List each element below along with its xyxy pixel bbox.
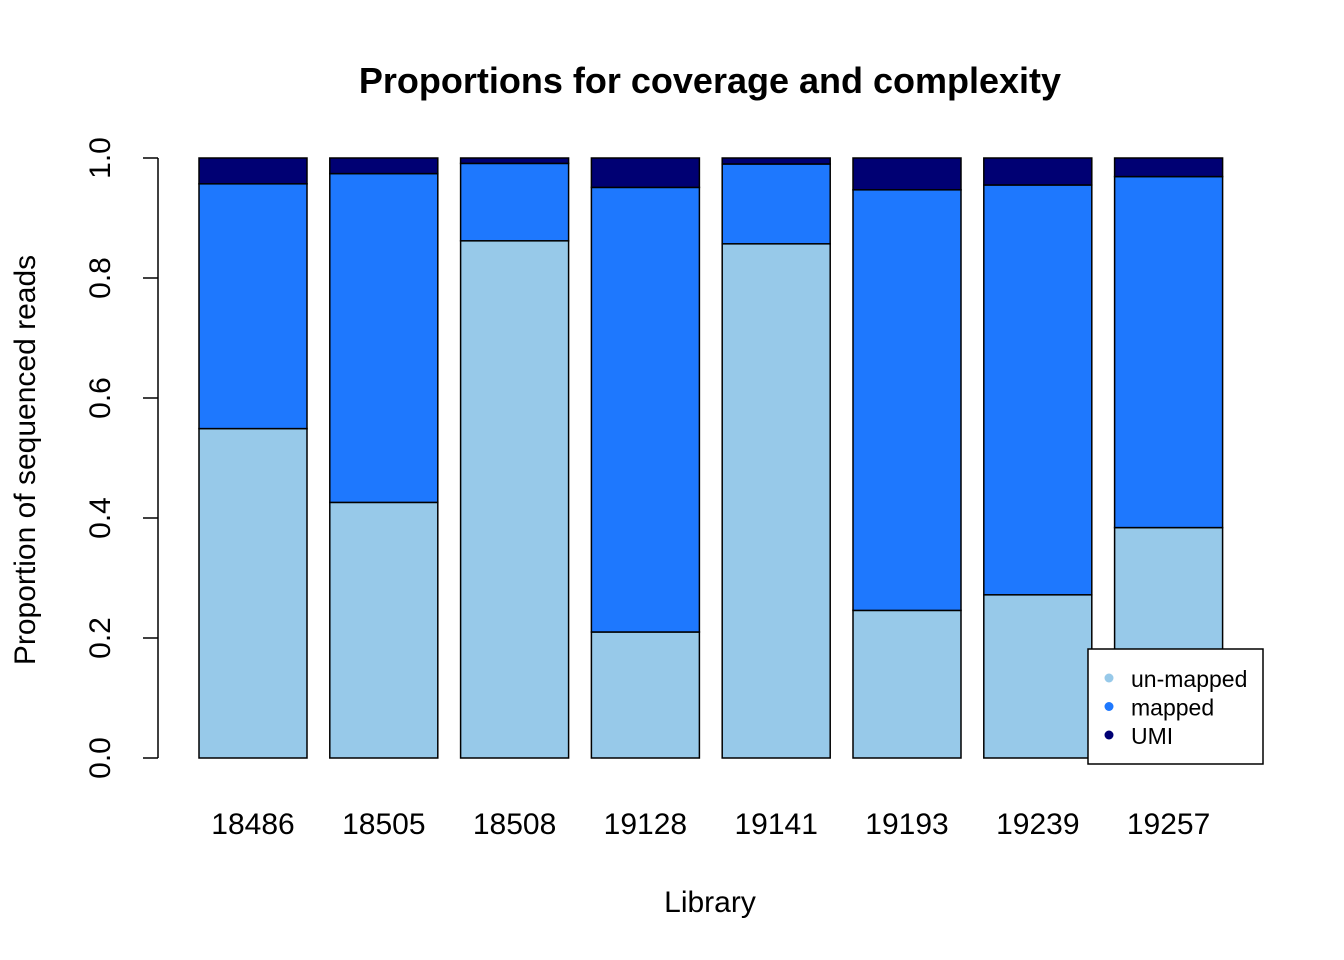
bar-segment-umi-18486 bbox=[198, 157, 308, 185]
bars-group bbox=[198, 157, 1224, 759]
bar-segment-mapped-19141 bbox=[721, 163, 831, 245]
bar-segment-un-mapped-18505 bbox=[329, 501, 439, 759]
bar-segment-umi-19257 bbox=[1113, 157, 1224, 178]
bar-segment-un-mapped-19193 bbox=[852, 609, 962, 759]
x-tick-label: 19128 bbox=[604, 808, 687, 841]
bar-segment-un-mapped-19141 bbox=[721, 243, 831, 759]
bar-segment-umi-19239 bbox=[983, 157, 1093, 186]
bar-segment-mapped-18508 bbox=[459, 162, 570, 242]
bar-segment-umi-19141 bbox=[721, 157, 831, 165]
bar-segment-mapped-19128 bbox=[590, 186, 701, 633]
bar-segment-umi-18508 bbox=[459, 157, 570, 165]
bar-segment-umi-19128 bbox=[590, 157, 701, 189]
chart-title: Proportions for coverage and complexity bbox=[359, 60, 1061, 101]
y-tick-label: 0.4 bbox=[84, 497, 117, 539]
bar-segment-mapped-19257 bbox=[1113, 175, 1224, 529]
bar-segment-mapped-18505 bbox=[329, 172, 439, 504]
legend-box bbox=[1087, 648, 1264, 765]
x-tick-labels: 18486 18505 18508 19128 19141 19193 19239 19257 bbox=[211, 808, 1210, 841]
y-tick-label: 0.6 bbox=[84, 377, 117, 419]
legend-marker bbox=[1104, 702, 1114, 711]
bar-segment-un-mapped-19239 bbox=[983, 594, 1093, 759]
y-tick-label: 0.2 bbox=[84, 617, 117, 659]
legend-label: UMI bbox=[1131, 723, 1173, 749]
legend-marker bbox=[1104, 673, 1114, 683]
x-axis-label: Library bbox=[664, 886, 756, 919]
legend-marker bbox=[1104, 730, 1114, 740]
bar-segment-umi-19193 bbox=[852, 157, 962, 191]
x-tick-label: 18486 bbox=[211, 808, 294, 841]
x-tick-label: 19141 bbox=[734, 808, 817, 841]
legend-label: un-mapped bbox=[1131, 666, 1247, 692]
legend-label: mapped bbox=[1131, 695, 1214, 721]
bar-segment-mapped-18486 bbox=[198, 183, 308, 430]
bar-segment-un-mapped-18508 bbox=[459, 240, 570, 759]
y-axis-label: Proportion of sequenced reads bbox=[9, 255, 42, 665]
x-tick-label: 18505 bbox=[342, 808, 425, 841]
y-tick-label: 0.0 bbox=[84, 737, 117, 779]
y-axis: 0.0 0.2 0.4 0.6 0.8 1.0 bbox=[84, 137, 159, 779]
x-tick-label: 19257 bbox=[1127, 808, 1210, 841]
bar-segment-un-mapped-19128 bbox=[590, 631, 701, 759]
bar-segment-mapped-19193 bbox=[852, 189, 962, 612]
y-tick-label: 0.8 bbox=[84, 257, 117, 299]
bar-segment-umi-18505 bbox=[329, 157, 439, 175]
bar-segment-un-mapped-18486 bbox=[198, 427, 308, 759]
x-tick-label: 18508 bbox=[473, 808, 556, 841]
bar-segment-mapped-19239 bbox=[983, 184, 1093, 596]
x-tick-label: 19193 bbox=[865, 808, 948, 841]
y-tick-label: 1.0 bbox=[84, 137, 117, 179]
x-tick-label: 19239 bbox=[996, 808, 1079, 841]
